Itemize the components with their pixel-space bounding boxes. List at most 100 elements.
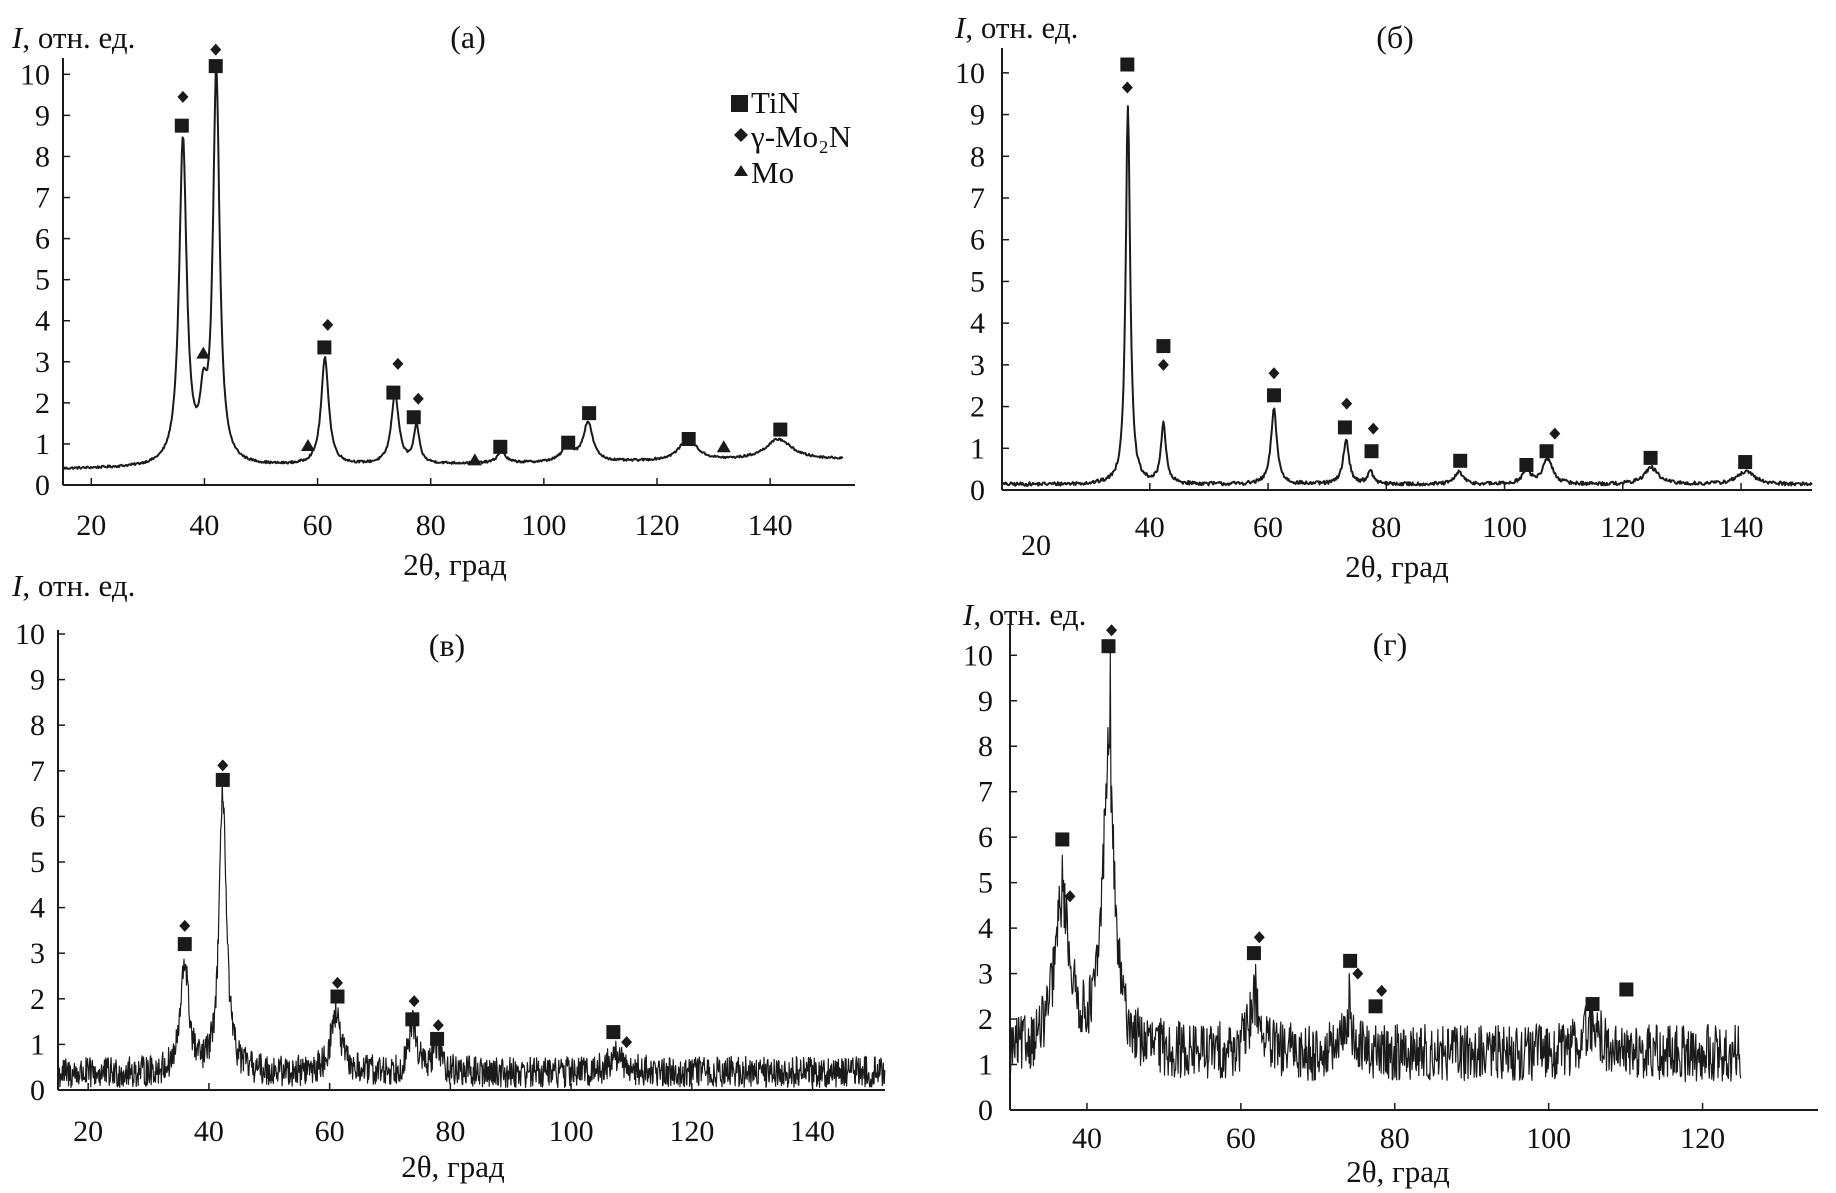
- panel-b-extra-x-label: 20: [1021, 529, 1051, 562]
- tin-square-marker: [606, 1025, 621, 1040]
- x-tick-label: 100: [521, 509, 566, 542]
- tin-square-marker: [330, 989, 345, 1004]
- y-tick-label: 10: [955, 57, 985, 90]
- tin-square-marker: [493, 439, 508, 454]
- panel-d-phase-markers: [1055, 624, 1634, 1014]
- y-tick-label: 7: [30, 755, 45, 788]
- mo2n-diamond-marker: [210, 43, 222, 56]
- panel-c-trace: [57, 780, 886, 1089]
- tin-square-marker: [582, 406, 597, 421]
- mo2n-diamond-marker: [621, 1036, 633, 1049]
- tin-square-marker: [1619, 982, 1634, 997]
- tin-square-marker: [1364, 444, 1379, 459]
- y-tick-label: 4: [35, 305, 50, 338]
- y-tick-label: 4: [30, 892, 45, 925]
- x-tick-label: 120: [635, 509, 680, 542]
- panel-b-axes: 0 1 2 3 4 5 6 7 8 9 10 40 60 80 100 120 140: [955, 48, 1812, 544]
- panel-a-x-title: 2θ, град: [403, 547, 507, 582]
- y-tick-label: 9: [970, 99, 985, 132]
- mo2n-diamond-marker: [1341, 397, 1353, 410]
- tin-square-marker: [174, 118, 189, 133]
- tin-square-marker: [681, 432, 696, 447]
- panel-c-phase-markers: [177, 759, 633, 1049]
- panel-a-phase-markers: [174, 43, 788, 466]
- tin-square-marker: [208, 59, 223, 74]
- tin-square-marker: [430, 1031, 445, 1046]
- mo-triangle-marker: [196, 346, 211, 359]
- y-tick-label: 6: [30, 800, 45, 833]
- x-tick-label: 60: [1253, 511, 1283, 544]
- x-tick-label: 120: [1600, 511, 1645, 544]
- tin-square-marker: [177, 937, 192, 952]
- legend-square-icon: [731, 95, 748, 112]
- panel-a-chart: 0 1 2 3 4 5 6 7 8 9 10 20 40 60 80 100 120 140 (а) I, отн…: [11, 19, 855, 582]
- panel-a-trace: [62, 68, 844, 470]
- mo2n-diamond-marker: [432, 1019, 444, 1032]
- y-tick-label: 10: [20, 58, 50, 91]
- y-tick-label: 3: [35, 346, 50, 379]
- x-tick-label: 40: [194, 1115, 224, 1148]
- y-tick-label: 1: [35, 428, 50, 461]
- legend: TiN γ-Mo₂N Mo: [731, 85, 851, 190]
- y-tick-label: 8: [30, 709, 45, 742]
- y-tick-label: 6: [978, 821, 993, 854]
- tin-square-marker: [1368, 999, 1383, 1014]
- y-tick-label: 4: [970, 307, 985, 340]
- x-tick-label: 80: [416, 509, 446, 542]
- tin-square-marker: [1055, 832, 1070, 847]
- x-tick-label: 140: [1719, 511, 1764, 544]
- x-tick-label: 140: [748, 509, 793, 542]
- tin-square-marker: [317, 340, 332, 355]
- y-tick-label: 0: [35, 469, 50, 502]
- y-tick-label: 1: [30, 1028, 45, 1061]
- diffraction-trace: [1009, 652, 1742, 1083]
- mo2n-diamond-marker: [177, 90, 189, 103]
- panel-d-letter: (г): [1373, 626, 1407, 662]
- panel-a-letter: (а): [450, 19, 486, 55]
- x-tick-label: 80: [1371, 511, 1401, 544]
- x-tick-label: 40: [1135, 511, 1165, 544]
- panel-c-x-title: 2θ, град: [401, 1149, 505, 1184]
- y-tick-label: 6: [35, 223, 50, 256]
- mo2n-diamond-marker: [392, 357, 404, 370]
- x-tick-label: 40: [1072, 1122, 1102, 1155]
- y-tick-label: 9: [35, 99, 50, 132]
- y-tick-label: 3: [30, 937, 45, 970]
- y-tick-label: 10: [963, 639, 993, 672]
- y-tick-label: 7: [978, 776, 993, 809]
- tin-square-marker: [1585, 997, 1600, 1012]
- y-tick-label: 9: [978, 685, 993, 718]
- mo2n-diamond-marker: [1268, 367, 1280, 380]
- mo-triangle-marker: [300, 438, 315, 451]
- y-tick-label: 0: [978, 1094, 993, 1127]
- x-tick-label: 100: [1526, 1122, 1571, 1155]
- y-tick-label: 6: [970, 224, 985, 257]
- panel-b-x-title: 2θ, град: [1345, 549, 1449, 584]
- y-tick-label: 2: [978, 1003, 993, 1036]
- mo2n-diamond-marker: [1157, 358, 1169, 371]
- y-tick-label: 7: [970, 182, 985, 215]
- mo2n-diamond-marker: [1121, 81, 1133, 94]
- tin-square-marker: [1643, 450, 1658, 465]
- legend-triangle-icon: [734, 165, 748, 176]
- y-tick-label: 3: [970, 349, 985, 382]
- diffraction-trace: [57, 780, 886, 1089]
- mo2n-diamond-marker: [1106, 624, 1118, 637]
- x-tick-label: 60: [303, 509, 333, 542]
- y-tick-label: 0: [970, 474, 985, 507]
- panel-b-trace: [1001, 105, 1813, 487]
- mo2n-diamond-marker: [1376, 984, 1388, 997]
- y-tick-label: 2: [35, 387, 50, 420]
- tin-square-marker: [1101, 639, 1116, 654]
- y-tick-label: 5: [30, 846, 45, 879]
- x-tick-label: 120: [669, 1115, 714, 1148]
- tin-square-marker: [561, 435, 576, 450]
- tin-square-marker: [1539, 444, 1554, 459]
- legend-label-mo: Mo: [751, 155, 794, 190]
- panel-a-y-title: I, отн. ед.: [11, 20, 135, 55]
- legend-label-mo2n: γ-Mo₂N: [750, 119, 851, 154]
- panel-c-chart: 0 1 2 3 4 5 6 7 8 9 10 20 40 60 80 100 120 140 (в) I, отн…: [11, 568, 886, 1184]
- y-tick-label: 5: [970, 265, 985, 298]
- tin-square-marker: [1343, 953, 1358, 968]
